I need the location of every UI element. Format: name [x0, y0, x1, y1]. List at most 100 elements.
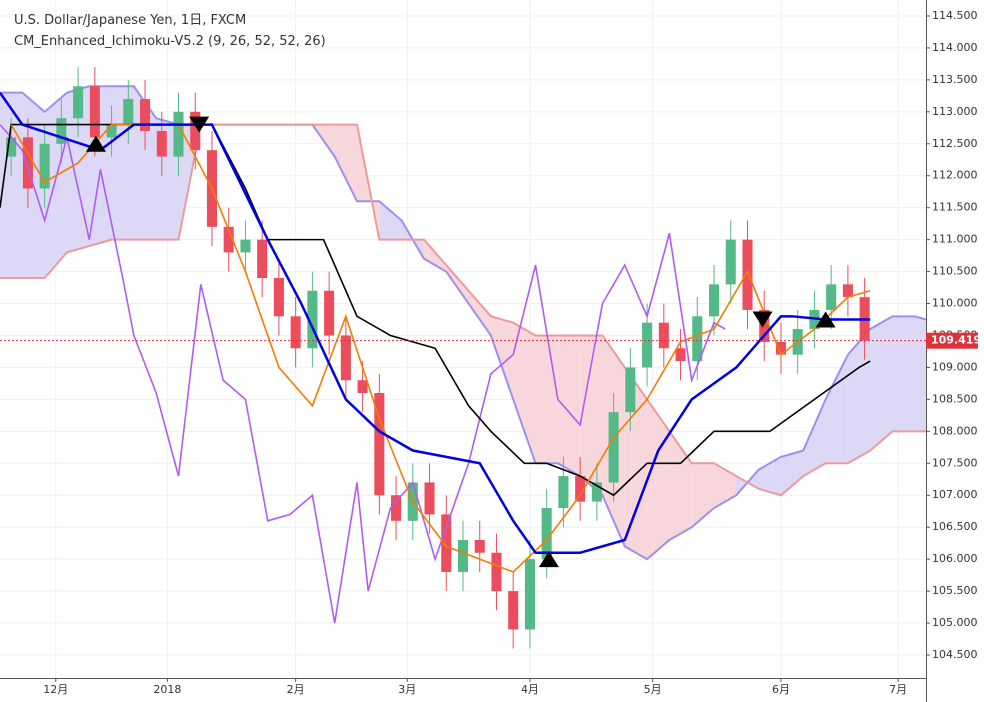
candle-body: [273, 277, 284, 317]
last-price-label: 109.419: [931, 334, 981, 347]
y-tick-label: 104.500: [932, 648, 978, 661]
y-tick-label: 105.000: [932, 616, 978, 629]
cloud-segment: [535, 335, 558, 464]
chart-subtitle: CM_Enhanced_Ichimoku-V5.2 (9, 26, 52, 52…: [14, 34, 326, 49]
candle-body: [658, 322, 669, 349]
candle-body: [89, 86, 100, 138]
candle-body: [424, 482, 435, 515]
y-tick-label: 113.000: [932, 105, 978, 118]
y-tick-label: 114.500: [932, 9, 978, 22]
y-tick-label: 110.000: [932, 297, 978, 310]
y-tick-label: 107.500: [932, 456, 978, 469]
indicator-line: [0, 91, 871, 555]
cloud-segment: [714, 463, 737, 509]
candle-body: [842, 284, 853, 298]
candle-body: [324, 290, 335, 336]
candle-body: [441, 514, 452, 572]
candle-body: [759, 309, 770, 342]
candle-body: [474, 539, 485, 553]
y-tick-label: 111.000: [932, 233, 978, 246]
y-tick-label: 112.500: [932, 137, 978, 150]
candle-body: [591, 482, 602, 502]
candle-body: [391, 495, 402, 521]
y-tick-label: 108.000: [932, 424, 978, 437]
y-tick-label: 108.500: [932, 392, 978, 405]
signal-down: [189, 116, 210, 133]
candle-body: [123, 99, 134, 125]
x-tick-label: 3月: [398, 683, 416, 696]
candle-body: [39, 143, 50, 189]
candle-body: [675, 348, 686, 362]
plot: [0, 0, 927, 678]
y-tick-label: 106.000: [932, 552, 978, 565]
y-tick-label: 109.000: [932, 360, 978, 373]
candle-body: [173, 111, 184, 157]
candle-body: [826, 284, 837, 310]
span-b-line: [0, 123, 926, 497]
candle-body: [240, 239, 251, 253]
x-tick-label: 5月: [644, 683, 662, 696]
cloud-segment: [892, 316, 915, 432]
cloud-segment: [847, 329, 871, 464]
candle-body: [742, 239, 753, 310]
y-tick-label: 105.500: [932, 584, 978, 597]
cloud-segment: [468, 290, 491, 336]
candle-body: [457, 539, 469, 572]
last-price-box: [926, 332, 978, 349]
cloud-segment: [780, 450, 804, 496]
candle-body: [642, 322, 653, 368]
candle-body: [6, 137, 17, 157]
cloud-segment: [334, 124, 358, 202]
cloud-segment: [803, 399, 826, 477]
y-tick-label: 106.500: [932, 520, 978, 533]
chart-title: U.S. Dollar/Japanese Yen, 1日, FXCM: [14, 13, 246, 28]
x-tick-label: 12月: [43, 683, 68, 696]
candle-body: [56, 118, 67, 144]
candle-body: [491, 552, 502, 592]
y-tick-label: 112.000: [932, 169, 978, 182]
span-a-line: [0, 85, 927, 561]
cloud-segment: [758, 456, 781, 496]
candle-body: [524, 559, 535, 630]
candle-body: [190, 111, 201, 151]
x-tick-label: 6月: [772, 683, 790, 696]
candle-body: [608, 412, 619, 483]
candle-body: [257, 239, 268, 278]
cloud-segment: [647, 399, 670, 560]
signal-down: [752, 311, 773, 328]
y-tick-label: 114.000: [932, 41, 978, 54]
cloud-segment: [870, 316, 893, 451]
cloud-segment: [0, 92, 23, 278]
candle-body: [22, 137, 33, 189]
candle-body: [725, 239, 736, 285]
signal-up: [538, 551, 559, 568]
cloud-segment: [513, 322, 536, 464]
x-tick-label: 2018: [153, 683, 181, 696]
candle-body: [156, 130, 167, 157]
cloud-segment: [557, 335, 581, 477]
signal-up: [815, 311, 836, 328]
cloud-segment: [379, 201, 402, 240]
y-tick-label: 111.500: [932, 201, 978, 214]
candle-body: [357, 380, 368, 393]
y-tick-label: 110.500: [932, 265, 978, 278]
cloud-segment: [580, 335, 603, 496]
x-tick-label: 4月: [521, 683, 539, 696]
candle-body: [775, 341, 786, 355]
signal-up: [85, 135, 106, 152]
candle-body: [541, 508, 552, 560]
candle-body: [374, 392, 385, 496]
candle-body: [106, 124, 117, 138]
candle-body: [73, 86, 84, 119]
candle-body: [575, 476, 586, 502]
candle-body: [625, 367, 636, 413]
candle-body: [692, 316, 703, 362]
candle-body: [709, 284, 720, 317]
indicator-line: [0, 124, 726, 624]
cloud-segment: [490, 316, 514, 400]
candle-body: [307, 290, 318, 349]
cloud-segment: [825, 354, 848, 464]
cloud-segment: [691, 463, 715, 528]
